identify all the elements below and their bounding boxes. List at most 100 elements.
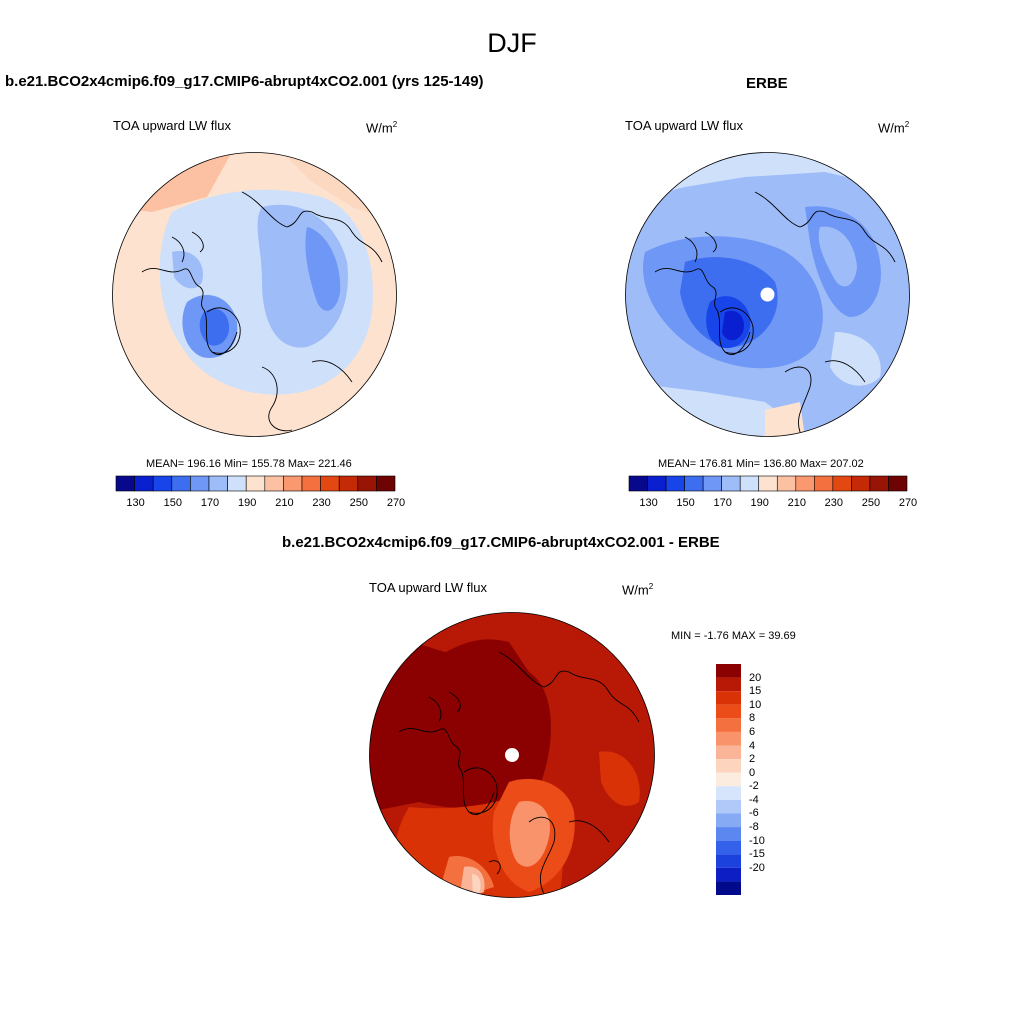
diff-colorbar-box [716, 827, 741, 841]
diff-colorbar-box [716, 731, 741, 746]
diff-colorbar-box [716, 786, 741, 800]
diff-field-max-north [409, 639, 529, 682]
model-colorbar-box [245, 475, 266, 492]
diff-colorbar-tick-label: 8 [749, 712, 756, 725]
obs-colorbar-tick-label: 210 [787, 497, 806, 509]
diff-colorbar [716, 664, 741, 895]
obs-colorbar-tick-label: 230 [824, 497, 844, 509]
model-colorbar-tick-label: 150 [163, 497, 182, 509]
model-colorbar-box [152, 475, 173, 492]
model-colorbar-box [283, 475, 303, 492]
diff-colorbar-box [716, 813, 741, 828]
diff-colorbar-box [716, 718, 741, 732]
obs-colorbar-tick-label: 150 [676, 497, 695, 509]
diff-colorbar-box [716, 854, 741, 868]
obs-colorbar-box [869, 475, 889, 492]
diff-colorbar-box [716, 664, 741, 678]
model-colorbar-tick-label: 170 [200, 497, 220, 509]
diff-field-east [599, 751, 640, 806]
obs-colorbar-box [888, 475, 908, 492]
obs-colorbar-box [758, 475, 778, 492]
diff-colorbar-box [716, 840, 741, 855]
diff-polar-hole [505, 748, 519, 762]
obs-field-light-europe [830, 332, 881, 386]
obs-colorbar-box [721, 475, 741, 492]
obs-panel-title: ERBE [746, 75, 788, 92]
model-panel-title: b.e21.BCO2x4cmip6.f09_g17.CMIP6-abrupt4x… [5, 73, 484, 90]
model-colorbar-box [264, 475, 284, 492]
obs-field-darkest-greenland [722, 310, 744, 341]
obs-coastlines [654, 191, 896, 433]
obs-colorbar [628, 475, 908, 492]
model-coastlines [141, 191, 383, 432]
diff-colorbar-tick-label: 10 [749, 698, 762, 711]
diff-colorbar-tick-label: -15 [749, 848, 765, 861]
model-stats: MEAN= 196.16 Min= 155.78 Max= 221.46 [146, 458, 352, 470]
diff-colorbar-tick-label: 0 [749, 766, 756, 779]
model-colorbar-box [357, 475, 377, 492]
obs-colorbar-box [795, 475, 815, 492]
diff-colorbar-labels: 20 15 10 8 6 4 2 0 -2 -4 -6 -8 -10 -15 -20 [749, 664, 779, 895]
obs-polar-map [625, 152, 910, 437]
diff-colorbar-tick-label: 20 [749, 671, 762, 684]
diff-colorbar-box [716, 867, 741, 882]
model-colorbar-box [227, 475, 247, 492]
model-colorbar-box [115, 475, 135, 492]
obs-colorbar-box [684, 475, 704, 492]
model-colorbar-tick-label: 250 [349, 497, 368, 509]
model-colorbar-box [320, 475, 340, 492]
obs-colorbar-tick-label: 270 [898, 497, 918, 509]
model-colorbar-tick-label: 190 [238, 497, 257, 509]
diff-colorbar-box [716, 704, 741, 719]
diff-coastlines [398, 651, 640, 895]
diff-colorbar-box [716, 772, 741, 787]
obs-field-light-siberia [818, 226, 857, 287]
diff-variable-label: TOA upward LW flux [369, 580, 488, 595]
obs-field-warm-bottom [765, 402, 805, 437]
model-colorbar-tick-label: 230 [312, 497, 331, 509]
diff-colorbar-box [716, 677, 741, 692]
model-colorbar-labels: 130 150 170 190 210 230 250 270 [116, 497, 405, 511]
obs-map-border [625, 152, 910, 437]
diff-units-label: W/m2 [622, 582, 654, 598]
diff-stats: MIN = -1.76 MAX = 39.69 [671, 630, 796, 642]
obs-colorbar-tick-label: 170 [713, 497, 732, 509]
model-colorbar-tick-label: 270 [386, 497, 406, 509]
model-colorbar-box [376, 475, 396, 492]
diff-colorbar-box [716, 745, 741, 760]
obs-colorbar-box [739, 475, 760, 492]
diff-colorbar-tick-label: -10 [749, 834, 765, 847]
obs-colorbar-box [814, 475, 834, 492]
diff-colorbar-tick-label: -6 [749, 807, 759, 820]
obs-colorbar-box [647, 475, 667, 492]
obs-colorbar-box [665, 475, 685, 492]
diff-colorbar-box [716, 799, 741, 814]
model-units-label: W/m2 [366, 120, 398, 136]
obs-colorbar-box [702, 475, 722, 492]
obs-colorbar-labels: 130 150 170 190 210 230 250 270 [629, 497, 917, 511]
model-colorbar-box [190, 475, 210, 492]
diff-colorbar-tick-label: -2 [749, 780, 759, 793]
diff-polar-map [369, 612, 655, 898]
obs-units-label: W/m2 [878, 120, 910, 136]
model-polar-map [112, 152, 397, 437]
obs-colorbar-tick-label: 190 [750, 497, 769, 509]
diff-colorbar-box [716, 691, 741, 705]
diff-colorbar-tick-label: -4 [749, 793, 759, 806]
diff-colorbar-tick-label: 15 [749, 685, 762, 698]
diff-colorbar-tick-label: -20 [749, 861, 765, 874]
model-colorbar-box [338, 475, 359, 492]
model-map-border [112, 152, 397, 437]
model-variable-label: TOA upward LW flux [113, 118, 232, 133]
diff-colorbar-box [716, 759, 741, 773]
model-colorbar-box [301, 475, 321, 492]
model-colorbar-box [208, 475, 228, 492]
obs-colorbar-box [776, 475, 797, 492]
diff-colorbar-tick-label: 2 [749, 753, 756, 766]
diff-colorbar-tick-label: -8 [749, 821, 759, 834]
season-title: DJF [487, 28, 537, 58]
diff-colorbar-tick-label: 6 [749, 725, 756, 738]
model-colorbar [115, 475, 396, 492]
model-colorbar-tick-label: 130 [126, 497, 145, 509]
diff-colorbar-tick-label: 4 [749, 739, 756, 752]
